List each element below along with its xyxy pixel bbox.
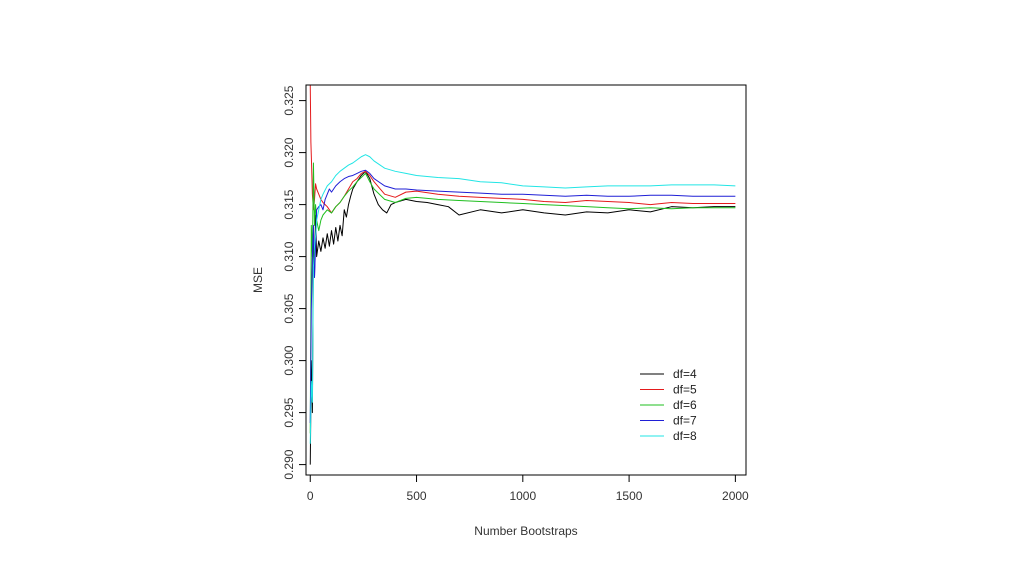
series-line-4 <box>309 170 736 465</box>
legend: df=4 df=5df=6 df=7df=8 <box>640 367 697 443</box>
series-line-7 <box>309 169 736 424</box>
legend-label: df=6 <box>673 398 697 412</box>
x-tick-label: 1500 <box>616 489 643 503</box>
x-tick-label: 1000 <box>509 489 536 503</box>
y-tick-label: 0.295 <box>282 397 296 427</box>
x-tick-label: 500 <box>407 489 427 503</box>
y-axis-label: MSE <box>251 267 265 293</box>
x-tick-label: 0 <box>307 489 314 503</box>
legend-item: df=8 <box>640 429 697 443</box>
series-line-5 <box>309 85 736 214</box>
legend-item: df=4 <box>640 367 697 381</box>
x-axis-label: Number Bootstraps <box>474 524 577 538</box>
y-tick-label: 0.310 <box>282 241 296 271</box>
y-tick-label: 0.300 <box>282 345 296 375</box>
y-tick-label: 0.320 <box>282 137 296 167</box>
series-line-6 <box>309 162 736 434</box>
legend-item: df=5 <box>640 383 697 397</box>
y-tick-label: 0.305 <box>282 293 296 323</box>
legend-label: df=5 <box>673 383 697 397</box>
series-layer <box>309 85 736 465</box>
legend-item: df=6 <box>640 398 697 412</box>
legend-label: df=8 <box>673 429 697 443</box>
y-tick-label: 0.325 <box>282 85 296 115</box>
legend-label: df=4 <box>673 367 697 381</box>
y-tick-label: 0.290 <box>282 449 296 479</box>
x-axis: 0 500 1000 1500 2000 <box>307 474 749 503</box>
y-tick-label: 0.315 <box>282 189 296 219</box>
y-axis: 0.290 0.295 0.300 0.305 0.310 0.315 0.320 0.325 <box>282 85 307 480</box>
legend-item: df=7 <box>640 414 697 428</box>
x-tick-label: 2000 <box>722 489 749 503</box>
legend-label: df=7 <box>673 414 697 428</box>
series-line-8 <box>309 154 736 444</box>
